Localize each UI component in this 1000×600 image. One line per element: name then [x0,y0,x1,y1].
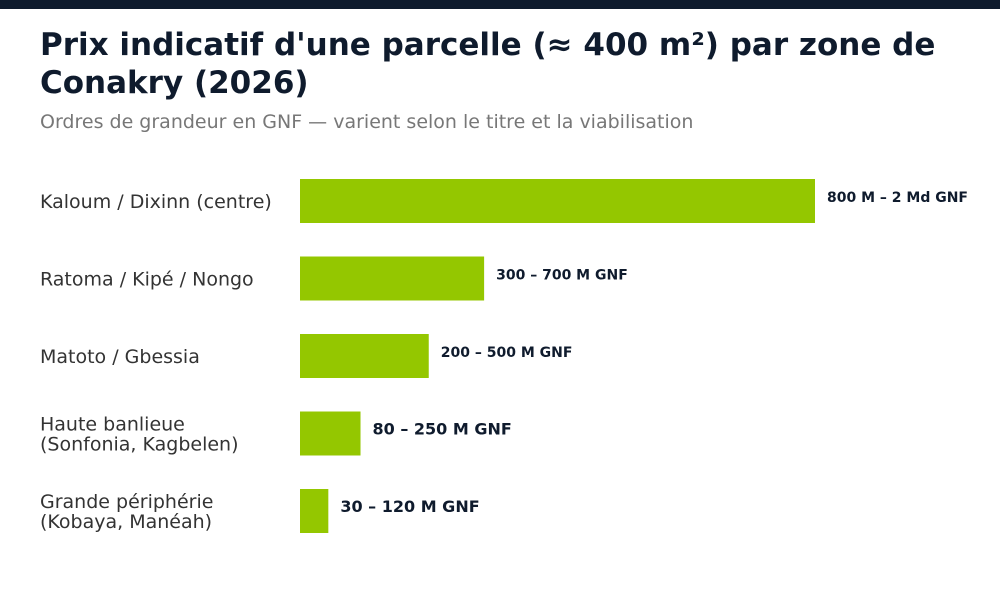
category-label-4: Haute banlieue (Sonfonia, Kagbelen) [40,414,239,456]
value-label-1: 800 M – 2 Md GNF [827,190,968,206]
bar-5 [300,489,329,533]
top-accent-bar [0,0,1000,9]
category-label-3: Matoto / Gbessia [40,346,200,368]
value-label-4: 80 – 250 M GNF [373,420,512,439]
value-label-3: 200 – 500 M GNF [441,345,573,361]
chart-title: Prix indicatif d'une parcelle (≈ 400 m²)… [40,27,936,101]
chart-subtitle: Ordres de grandeur en GNF — varient selo… [40,111,694,133]
category-label-5: Grande périphérie (Kobaya, Manéah) [40,491,213,533]
bar-4 [300,411,361,456]
category-label-2: Ratoma / Kipé / Nongo [40,269,254,291]
bar-2 [300,256,485,301]
value-label-5: 30 – 120 M GNF [340,497,479,516]
category-label-1: Kaloum / Dixinn (centre) [40,191,272,213]
bar-3 [300,334,429,378]
bar-1 [300,179,815,223]
value-label-2: 300 – 700 M GNF [496,268,628,284]
